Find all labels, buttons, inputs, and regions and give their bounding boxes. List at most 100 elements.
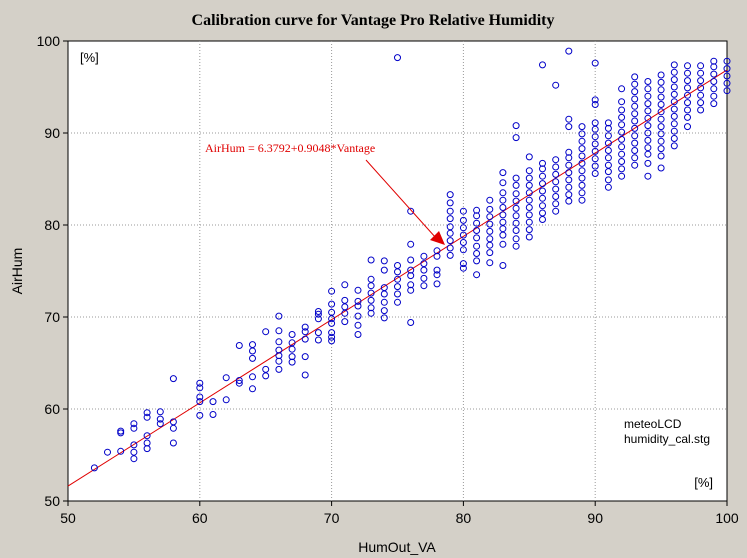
data-point <box>644 136 652 144</box>
data-point <box>578 167 586 175</box>
ticks: 50 60 70 80 90 100 50 60 70 80 90 100 <box>37 33 739 526</box>
data-point <box>420 282 428 290</box>
data-point <box>697 77 705 85</box>
data-point <box>512 181 520 189</box>
data-point <box>525 153 533 161</box>
data-point <box>354 302 362 310</box>
data-point <box>473 227 481 234</box>
data-point <box>143 409 151 417</box>
data-point <box>512 235 520 243</box>
data-point <box>301 353 309 361</box>
data-point <box>684 106 691 114</box>
data-point <box>262 328 270 336</box>
data-point <box>341 296 349 304</box>
data-point <box>314 315 322 323</box>
data-point <box>644 92 652 100</box>
data-point <box>314 310 322 318</box>
x-axis-label: HumOut_VA <box>358 539 436 555</box>
data-point <box>670 61 678 69</box>
data-point <box>631 154 639 162</box>
data-point <box>341 281 349 289</box>
data-point <box>499 189 507 197</box>
data-point <box>657 93 665 101</box>
annotation-arrow-head <box>430 231 445 245</box>
data-point <box>367 275 375 283</box>
chart-title: Calibration curve for Vantage Pro Relati… <box>192 12 555 29</box>
data-point <box>486 205 494 213</box>
data-point <box>644 144 652 152</box>
data-point <box>249 354 256 362</box>
data-point <box>407 266 415 274</box>
data-point <box>618 98 626 106</box>
data-point <box>407 207 415 215</box>
data-point <box>169 439 177 447</box>
data-point <box>618 113 626 121</box>
data-point <box>670 112 678 120</box>
data-point <box>314 308 322 315</box>
data-point <box>684 84 691 92</box>
data-point <box>710 85 718 93</box>
data-point <box>539 209 546 217</box>
data-point <box>380 284 388 292</box>
data-point <box>723 65 731 73</box>
data-point <box>578 181 586 189</box>
data-point <box>328 329 336 337</box>
data-point <box>499 179 507 187</box>
data-point <box>657 86 665 94</box>
data-point <box>644 129 652 137</box>
data-point <box>512 204 520 212</box>
data-point <box>565 169 573 177</box>
data-point <box>604 124 612 132</box>
data-point <box>473 206 481 214</box>
data-point <box>394 298 401 306</box>
data-point <box>222 374 230 382</box>
data-point <box>473 242 481 250</box>
data-point <box>354 331 362 338</box>
data-point <box>591 101 599 108</box>
data-point <box>90 464 98 472</box>
data-point <box>710 100 718 108</box>
data-point <box>459 216 467 224</box>
data-point <box>644 85 652 93</box>
data-point <box>578 123 586 131</box>
data-point <box>499 262 507 269</box>
data-point <box>499 169 507 177</box>
data-point <box>446 199 454 207</box>
data-point <box>459 260 467 268</box>
data-point <box>539 180 546 188</box>
data-point <box>670 83 678 91</box>
data-point <box>499 196 507 204</box>
data-point <box>697 106 705 114</box>
data-point <box>275 346 283 354</box>
y-unit-label: [%] <box>80 50 99 65</box>
data-point <box>209 398 217 406</box>
data-point <box>380 307 388 315</box>
data-point <box>657 164 665 172</box>
data-point <box>394 275 401 283</box>
equation-annotation: AirHum = 6.3792+0.9048*Vantage <box>205 141 375 155</box>
data-point <box>394 290 401 298</box>
data-point <box>420 252 428 260</box>
data-point <box>670 105 678 113</box>
data-point <box>591 162 599 170</box>
data-point <box>525 211 533 219</box>
data-point <box>684 62 691 70</box>
data-point <box>552 163 560 171</box>
data-point <box>697 91 705 99</box>
data-point <box>723 79 731 87</box>
data-point <box>565 161 573 169</box>
data-point <box>631 102 639 110</box>
data-point <box>697 99 705 107</box>
x-unit-label: [%] <box>694 475 713 490</box>
data-point <box>459 207 467 215</box>
data-point <box>433 266 441 274</box>
data-point <box>525 196 533 204</box>
data-point <box>618 85 626 93</box>
data-point <box>354 321 362 329</box>
data-point <box>657 137 665 145</box>
data-point <box>578 174 586 182</box>
data-point <box>499 240 507 248</box>
data-point <box>459 264 467 272</box>
data-point <box>486 213 494 221</box>
